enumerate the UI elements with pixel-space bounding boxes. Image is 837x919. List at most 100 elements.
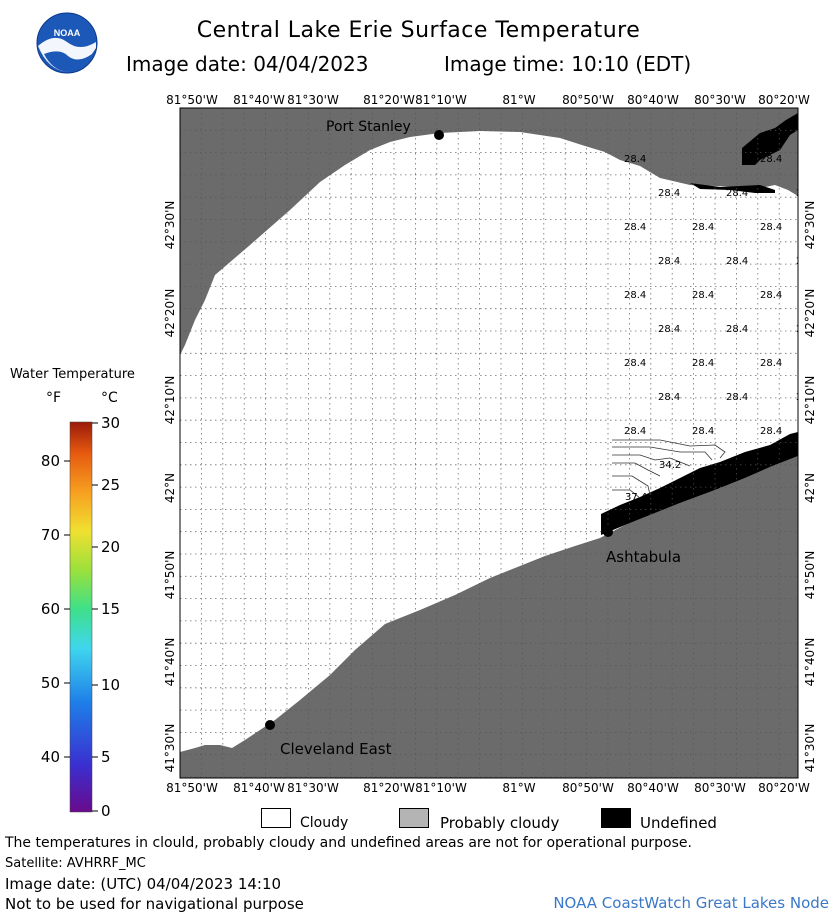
lon-label-bottom: 81°10'W [415, 781, 467, 795]
c-tick-label: 30 [101, 414, 120, 432]
temperature-value: 28.4 [658, 188, 680, 199]
cloudy-swatch [261, 808, 291, 828]
north-shore-land [180, 108, 798, 355]
cleveland-east-label: Cleveland East [280, 740, 392, 758]
lon-label-top: 80°50'W [562, 93, 614, 107]
port-stanley-marker [434, 130, 444, 140]
legend-title: Water Temperature [10, 367, 135, 382]
f-tick-label: 80 [41, 452, 60, 470]
c-tick-label: 0 [101, 802, 111, 820]
lat-label-left: 42°30'N [163, 201, 177, 250]
disclaimer-text: The temperatures in clould, probably clo… [5, 835, 692, 851]
lon-label-bottom: 81°50'W [166, 781, 218, 795]
temperature-value: 28.4 [760, 290, 782, 301]
lon-label-top: 80°20'W [758, 93, 810, 107]
temperature-value: 28.4 [726, 188, 748, 199]
temperature-value: 28.4 [760, 426, 782, 437]
cloudy-key-label: Cloudy [300, 815, 349, 831]
probably-cloudy-key-label: Probably cloudy [440, 814, 560, 832]
temperature-value: 28.4 [726, 256, 748, 267]
lon-label-bottom: 81°40'W [233, 781, 285, 795]
c-tick-label: 5 [101, 748, 111, 766]
f-tick-label: 50 [41, 674, 60, 692]
temperature-value: 28.4 [624, 358, 646, 369]
lat-label-left: 42°20'N [163, 289, 177, 338]
south-shore-land [180, 456, 798, 778]
lat-label-right: 42°30'N [803, 201, 817, 250]
temperature-value: 28.4 [726, 392, 748, 403]
temperature-color-bar [69, 421, 93, 813]
undefined-key-label: Undefined [640, 814, 717, 832]
noaa-logo-text: NOAA [54, 28, 81, 38]
lon-label-bottom: 80°30'W [694, 781, 746, 795]
lat-label-right: 42°10'N [803, 376, 817, 425]
cleveland-east-marker [265, 720, 275, 730]
satellite-text: Satellite: AVHRRF_MC [5, 856, 146, 871]
temperature-value: 37.4 [625, 492, 647, 503]
undefined-ne-strip [690, 183, 775, 193]
lon-label-bottom: 80°50'W [562, 781, 614, 795]
utc-date-text: Image date: (UTC) 04/04/2023 14:10 [5, 875, 282, 893]
lat-label-left: 41°50'N [163, 551, 177, 600]
fahrenheit-ticks: 80 70 60 50 40 [41, 452, 70, 766]
c-tick-label: 20 [101, 538, 120, 556]
latitude-labels-right: 42°30'N 42°20'N 42°10'N 42°N 41°50'N 41°40'N 4… [803, 201, 817, 773]
lon-label-top: 81°30'W [287, 93, 339, 107]
page-title: Central Lake Erie Surface Temperature [196, 18, 641, 43]
lon-label-top: 80°40'W [627, 93, 679, 107]
temperature-value: 29.8 [725, 459, 747, 470]
lat-label-left: 41°30'N [163, 724, 177, 773]
ashtabula-label: Ashtabula [606, 548, 681, 566]
c-tick-label: 10 [101, 676, 120, 694]
temperature-value: 28.4 [624, 154, 646, 165]
temperature-value: 28.4 [796, 324, 818, 335]
temperature-value: 28.4 [692, 290, 714, 301]
lat-label-right: 41°30'N [803, 724, 817, 773]
lon-label-bottom: 80°40'W [627, 781, 679, 795]
undefined-swatch [601, 808, 631, 828]
temperature-value: 28.4 [658, 392, 680, 403]
temperature-value: 28.4 [658, 256, 680, 267]
temperature-value: 28.4 [760, 222, 782, 233]
map-frame [179, 107, 799, 779]
f-tick-label: 40 [41, 748, 60, 766]
temperature-value: 28.4 [796, 188, 818, 199]
lat-label-left: 42°10'N [163, 376, 177, 425]
ashtabula-marker [603, 527, 613, 537]
latitude-labels-left: 42°30'N 42°20'N 42°10'N 42°N 41°50'N 41°40'N 4… [163, 201, 177, 773]
image-time: Image time: 10:10 (EDT) [444, 52, 692, 76]
temperature-value: 28.4 [624, 222, 646, 233]
temperature-value: 28.4 [760, 358, 782, 369]
graticule-grid [180, 108, 798, 778]
temperature-value: 28.4 [658, 324, 680, 335]
lat-label-right: 42°N [803, 473, 817, 503]
undefined-ne-coast [742, 113, 798, 165]
probably-cloudy-swatch [399, 808, 429, 828]
lat-label-left: 41°40'N [163, 638, 177, 687]
f-tick-label: 60 [41, 600, 60, 618]
temperature-value: 28.4 [796, 256, 818, 267]
lon-label-top: 81°20'W [363, 93, 415, 107]
temperature-value: 28.4 [624, 426, 646, 437]
navigation-warning: Not to be used for navigational purpose [5, 895, 304, 913]
lon-label-bottom: 81°W [502, 781, 535, 795]
noaa-logo: NOAA [36, 12, 98, 74]
legend-unit-c: °C [101, 390, 118, 406]
lon-label-top: 80°30'W [694, 93, 746, 107]
temperature-value: 28.4 [726, 324, 748, 335]
lat-label-right: 41°50'N [803, 551, 817, 600]
c-tick-label: 25 [101, 476, 120, 494]
f-tick-label: 70 [41, 526, 60, 544]
temperature-value: 28.4 [760, 154, 782, 165]
temperature-labels: 28.4 28.4 28.4 28.4 28.4 28.4 28.4 28.4 28.4 28.4… [624, 154, 818, 503]
lat-label-left: 42°N [163, 473, 177, 503]
lon-label-bottom: 81°20'W [363, 781, 415, 795]
lat-label-right: 42°20'N [803, 289, 817, 338]
lon-label-top: 81°50'W [166, 93, 218, 107]
longitude-labels-bottom: 81°50'W 81°40'W 81°30'W 81°20'W 81°10'W 81°W 8… [166, 781, 810, 795]
lon-label-top: 81°40'W [233, 93, 285, 107]
credit-text: NOAA CoastWatch Great Lakes Node [553, 894, 829, 912]
lon-label-bottom: 80°20'W [758, 781, 810, 795]
lon-label-bottom: 81°30'W [287, 781, 339, 795]
